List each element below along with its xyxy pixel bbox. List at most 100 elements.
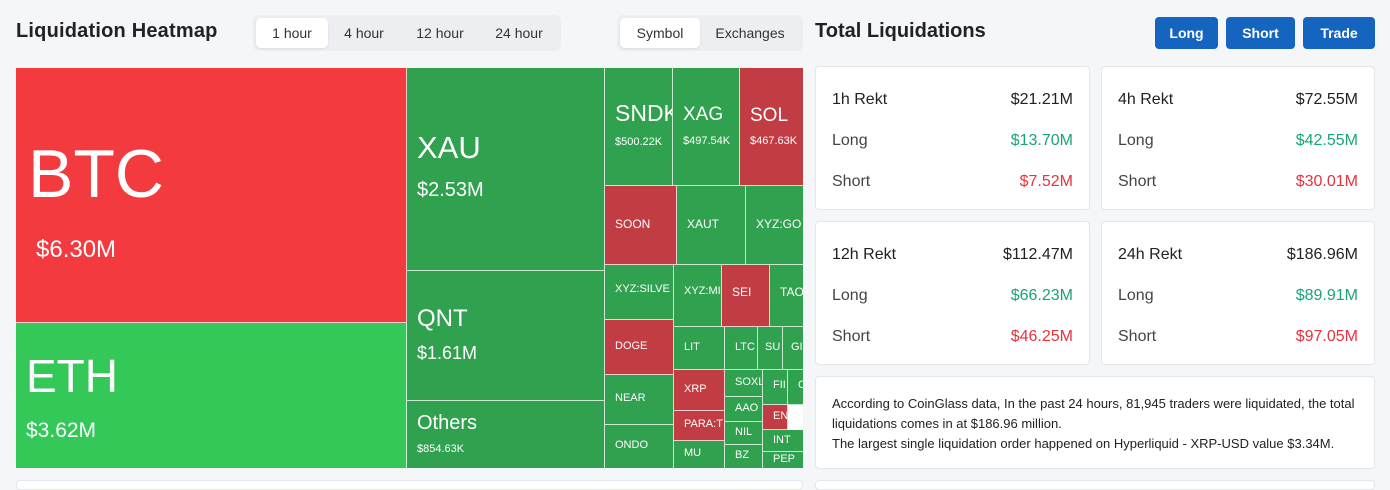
tab-1-hour[interactable]: 1 hour xyxy=(256,18,328,48)
rekt-card-12h: 12h Rekt $112.47M Long $66.23M Short $46.25… xyxy=(815,221,1090,365)
heatmap-tile-xyz-go[interactable]: XYZ:GO xyxy=(746,186,803,265)
tile-symbol: FII xyxy=(773,379,786,391)
tile-symbol: XYZ:SILVE xyxy=(615,283,670,295)
heatmap-tile-tao[interactable]: TAO xyxy=(770,265,803,327)
tile-symbol: XAU xyxy=(417,130,481,165)
tab-exchanges[interactable]: Exchanges xyxy=(715,25,785,41)
tile-symbol: XYZ:MI xyxy=(684,285,721,297)
heatmap-tile-su[interactable]: SU xyxy=(758,327,783,370)
heatmap-tile-fii[interactable]: FII xyxy=(763,370,788,405)
tile-symbol: PEP xyxy=(773,453,796,465)
card-total: $186.96M xyxy=(1286,246,1358,263)
card-title: 24h Rekt xyxy=(1118,246,1183,263)
heatmap-tile-sndk[interactable]: SNDK $500.22K xyxy=(605,68,673,186)
summary-line-2: The largest single liquidation order hap… xyxy=(832,436,1335,451)
heatmap-tile-xyz-silve[interactable]: XYZ:SILVE xyxy=(605,265,674,320)
heatmap-tile-nil[interactable]: NIL xyxy=(725,422,763,445)
heatmap-tile-others[interactable]: Others $854.63K xyxy=(407,401,605,468)
heatmap-tile-o[interactable]: O xyxy=(788,370,803,405)
heatmap-tile-soon[interactable]: SOON xyxy=(605,186,677,265)
rekt-card-24h: 24h Rekt $186.96M Long $89.91M Short $97.05… xyxy=(1101,221,1375,365)
trade-button[interactable]: Trade xyxy=(1303,17,1375,49)
short-value: $97.05M xyxy=(1295,328,1358,345)
heatmap-tile-ena[interactable]: ENA xyxy=(763,405,788,430)
tile-value: $497.54K xyxy=(683,135,731,147)
tile-symbol: INT xyxy=(773,434,791,446)
long-button[interactable]: Long xyxy=(1155,17,1218,49)
heatmap-tile-bz[interactable]: BZ xyxy=(725,445,763,468)
short-value: $46.25M xyxy=(1010,328,1073,345)
long-label: Long xyxy=(832,132,868,149)
heatmap-tile-qnt[interactable]: QNT $1.61M xyxy=(407,271,605,401)
heatmap-tile-near[interactable]: NEAR xyxy=(605,375,674,425)
view-tabs: Symbol Exchanges xyxy=(617,15,803,51)
heatmap-tile-lit[interactable]: LIT xyxy=(674,327,725,370)
tab-24-hour[interactable]: 24 hour xyxy=(495,25,543,41)
liquidation-summary: According to CoinGlass data, In the past… xyxy=(815,376,1375,469)
tile-symbol: QNT xyxy=(417,305,468,332)
heatmap-tile-mu[interactable]: MU xyxy=(674,441,725,468)
tile-value: $3.62M xyxy=(26,419,97,442)
tile-symbol: XAG xyxy=(683,104,724,125)
tile-symbol: NEAR xyxy=(615,392,646,404)
card-title: 12h Rekt xyxy=(832,246,897,263)
short-label: Short xyxy=(1118,328,1157,345)
heatmap-tile-xau[interactable]: XAU $2.53M xyxy=(407,68,605,271)
tab-symbol[interactable]: Symbol xyxy=(620,18,700,48)
heatmap-tile-sol[interactable]: SOL $467.63K xyxy=(740,68,803,186)
tile-value: $1.61M xyxy=(417,343,478,363)
long-value: $66.23M xyxy=(1010,287,1073,304)
card-title: 4h Rekt xyxy=(1118,91,1174,108)
tab-12-hour[interactable]: 12 hour xyxy=(416,25,464,41)
tile-symbol: ONDO xyxy=(615,439,648,451)
heatmap-tile-xaut[interactable]: XAUT xyxy=(677,186,746,265)
tile-value: $500.22K xyxy=(615,136,663,148)
tile-symbol: TAO xyxy=(780,285,803,299)
tile-symbol: BZ xyxy=(735,449,750,461)
heatmap-tile-ondo[interactable]: ONDO xyxy=(605,425,674,468)
tile-symbol: NIL xyxy=(735,426,753,438)
heatmap-tile-int[interactable]: INT xyxy=(763,430,803,452)
card-title: 1h Rekt xyxy=(832,91,888,108)
heatmap-tile-pep[interactable]: PEP xyxy=(763,452,803,468)
heatmap-tile-ltc[interactable]: LTC xyxy=(725,327,758,370)
tile-value: $6.30M xyxy=(36,236,117,263)
tile-symbol: AAO xyxy=(735,402,759,414)
tile-symbol: GI xyxy=(791,341,803,353)
heatmap-tile-soxl[interactable]: SOXL xyxy=(725,370,763,397)
card-total: $112.47M xyxy=(1003,246,1073,263)
heatmap-tile-xyz-mi[interactable]: XYZ:MI xyxy=(674,265,722,327)
heatmap-tile-para-t[interactable]: PARA:T xyxy=(674,411,725,441)
heatmap-tile-sei[interactable]: SEI xyxy=(722,265,770,327)
tab-4-hour[interactable]: 4 hour xyxy=(344,25,384,41)
heatmap-tile-gi[interactable]: GI xyxy=(783,327,803,370)
tile-symbol: SOXL xyxy=(735,376,763,388)
tile-symbol: SNDK xyxy=(615,100,673,126)
heatmap-tile-aao[interactable]: AAO xyxy=(725,397,763,422)
tile-value: $2.53M xyxy=(417,179,484,201)
tile-value: $467.63K xyxy=(750,135,798,147)
heatmap-tile-eth[interactable]: ETH $3.62M xyxy=(16,323,407,468)
next-panel xyxy=(16,480,803,490)
heatmap-tile-xrp[interactable]: XRP xyxy=(674,370,725,411)
heatmap-tile-btc[interactable]: BTC $6.30M xyxy=(16,68,407,323)
tile-symbol: MU xyxy=(684,447,702,459)
long-label: Long xyxy=(832,287,868,304)
short-label: Short xyxy=(832,328,871,345)
heatmap-tile-xag[interactable]: XAG $497.54K xyxy=(673,68,740,186)
tile-symbol: BTC xyxy=(28,136,164,212)
tile-symbol: DOGE xyxy=(615,340,648,352)
tile-symbol: SOL xyxy=(750,105,789,126)
tile-symbol: SOON xyxy=(615,217,651,231)
heatmap-tile-doge[interactable]: DOGE xyxy=(605,320,674,375)
long-value: $89.91M xyxy=(1295,287,1358,304)
tile-symbol: LTC xyxy=(735,341,755,353)
short-value: $7.52M xyxy=(1019,173,1073,190)
tile-symbol: XAUT xyxy=(687,217,720,231)
time-range-tabs: 1 hour 4 hour 12 hour 24 hour xyxy=(253,15,561,51)
short-button[interactable]: Short xyxy=(1226,17,1295,49)
tile-symbol: SU xyxy=(765,341,781,353)
long-value: $42.55M xyxy=(1295,132,1358,149)
tile-symbol: Others xyxy=(417,412,478,434)
summary-line-1: According to CoinGlass data, In the past… xyxy=(832,396,1355,431)
